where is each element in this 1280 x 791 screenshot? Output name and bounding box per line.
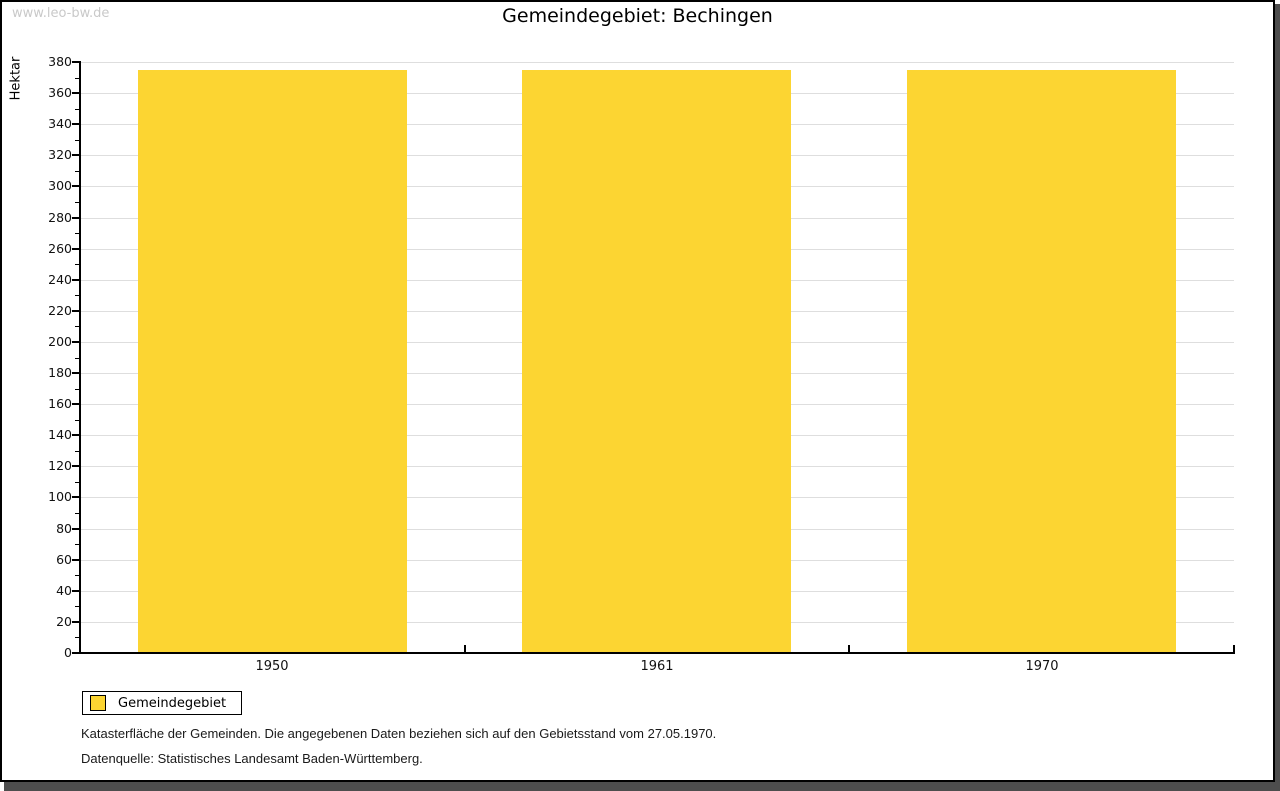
bar-1961 (522, 70, 791, 653)
y-axis-tick (72, 372, 79, 374)
y-axis-tick (72, 61, 79, 63)
legend-label: Gemeindegebiet (118, 695, 227, 711)
y-axis-tick (72, 621, 79, 623)
y-tick-label: 280 (48, 210, 72, 225)
y-axis-tick (72, 465, 79, 467)
y-axis-minor-tick (75, 295, 79, 296)
y-axis-tick (72, 279, 79, 281)
y-axis-minor-tick (75, 233, 79, 234)
y-tick-label: 300 (48, 178, 72, 193)
y-axis-tick (72, 123, 79, 125)
y-tick-label: 140 (48, 427, 72, 442)
y-axis-minor-tick (75, 575, 79, 576)
x-axis-tick (848, 645, 850, 653)
x-axis-tick (464, 645, 466, 653)
y-axis-line (79, 61, 81, 654)
bar-1950 (138, 70, 407, 653)
x-tick-label: 1961 (640, 659, 674, 674)
y-tick-label: 260 (48, 241, 72, 256)
y-tick-label: 220 (48, 303, 72, 318)
y-axis-minor-tick (75, 389, 79, 390)
y-axis-tick (72, 154, 79, 156)
legend-swatch-icon (90, 695, 106, 711)
x-tick-label: 1950 (255, 659, 289, 674)
y-axis-minor-tick (75, 544, 79, 545)
y-axis-tick (72, 434, 79, 436)
y-tick-label: 40 (56, 583, 72, 598)
y-axis-tick (72, 310, 79, 312)
bar-1970 (907, 70, 1176, 653)
y-axis-tick (72, 652, 79, 654)
y-axis-minor-tick (75, 140, 79, 141)
y-tick-label: 80 (56, 521, 72, 536)
y-tick-label: 160 (48, 396, 72, 411)
y-tick-label: 60 (56, 552, 72, 567)
watermark: www.leo-bw.de (12, 6, 110, 21)
y-axis-minor-tick (75, 451, 79, 452)
page-drop-shadow-right (1275, 4, 1280, 791)
y-tick-label: 20 (56, 614, 72, 629)
y-axis-minor-tick (75, 513, 79, 514)
page-title: Gemeindegebiet: Bechingen (502, 5, 773, 27)
y-axis-minor-tick (75, 358, 79, 359)
y-axis-minor-tick (75, 420, 79, 421)
y-axis-minor-tick (75, 637, 79, 638)
footnote-source-note: Katasterfläche der Gemeinden. Die angege… (81, 726, 717, 741)
y-axis-tick (72, 185, 79, 187)
y-tick-label: 320 (48, 147, 72, 162)
y-tick-label: 360 (48, 85, 72, 100)
y-axis-tick (72, 92, 79, 94)
x-tick-label: 1970 (1025, 659, 1059, 674)
y-axis-tick (72, 403, 79, 405)
y-tick-label: 180 (48, 365, 72, 380)
y-axis-minor-tick (75, 326, 79, 327)
y-tick-label: 340 (48, 116, 72, 131)
x-axis-line (79, 652, 1235, 654)
y-axis-minor-tick (75, 171, 79, 172)
y-tick-label: 120 (48, 458, 72, 473)
y-axis-tick (72, 248, 79, 250)
y-axis-minor-tick (75, 78, 79, 79)
chart-canvas: 1950 1961 1970 0 20 40 60 80 100 120 140 160 180 200 2… (2, 2, 1273, 780)
y-axis-tick (72, 217, 79, 219)
y-axis-tick (72, 559, 79, 561)
y-axis-minor-tick (75, 264, 79, 265)
page-drop-shadow-bottom (4, 782, 1280, 791)
y-axis-tick (72, 590, 79, 592)
y-axis-minor-tick (75, 202, 79, 203)
y-tick-label: 380 (48, 54, 72, 69)
y-tick-label: 240 (48, 272, 72, 287)
y-axis-tick (72, 528, 79, 530)
y-tick-label: 100 (48, 489, 72, 504)
y-axis-tick (72, 496, 79, 498)
y-tick-label: 0 (64, 645, 72, 660)
y-axis-tick (72, 341, 79, 343)
x-axis-tick (1233, 645, 1235, 653)
y-axis-minor-tick (75, 606, 79, 607)
legend-box: Gemeindegebiet (82, 691, 243, 715)
y-axis-minor-tick (75, 109, 79, 110)
footnote-data-source: Datenquelle: Statistisches Landesamt Bad… (81, 751, 423, 766)
y-tick-label: 200 (48, 334, 72, 349)
gridline (80, 62, 1234, 63)
y-axis-minor-tick (75, 482, 79, 483)
